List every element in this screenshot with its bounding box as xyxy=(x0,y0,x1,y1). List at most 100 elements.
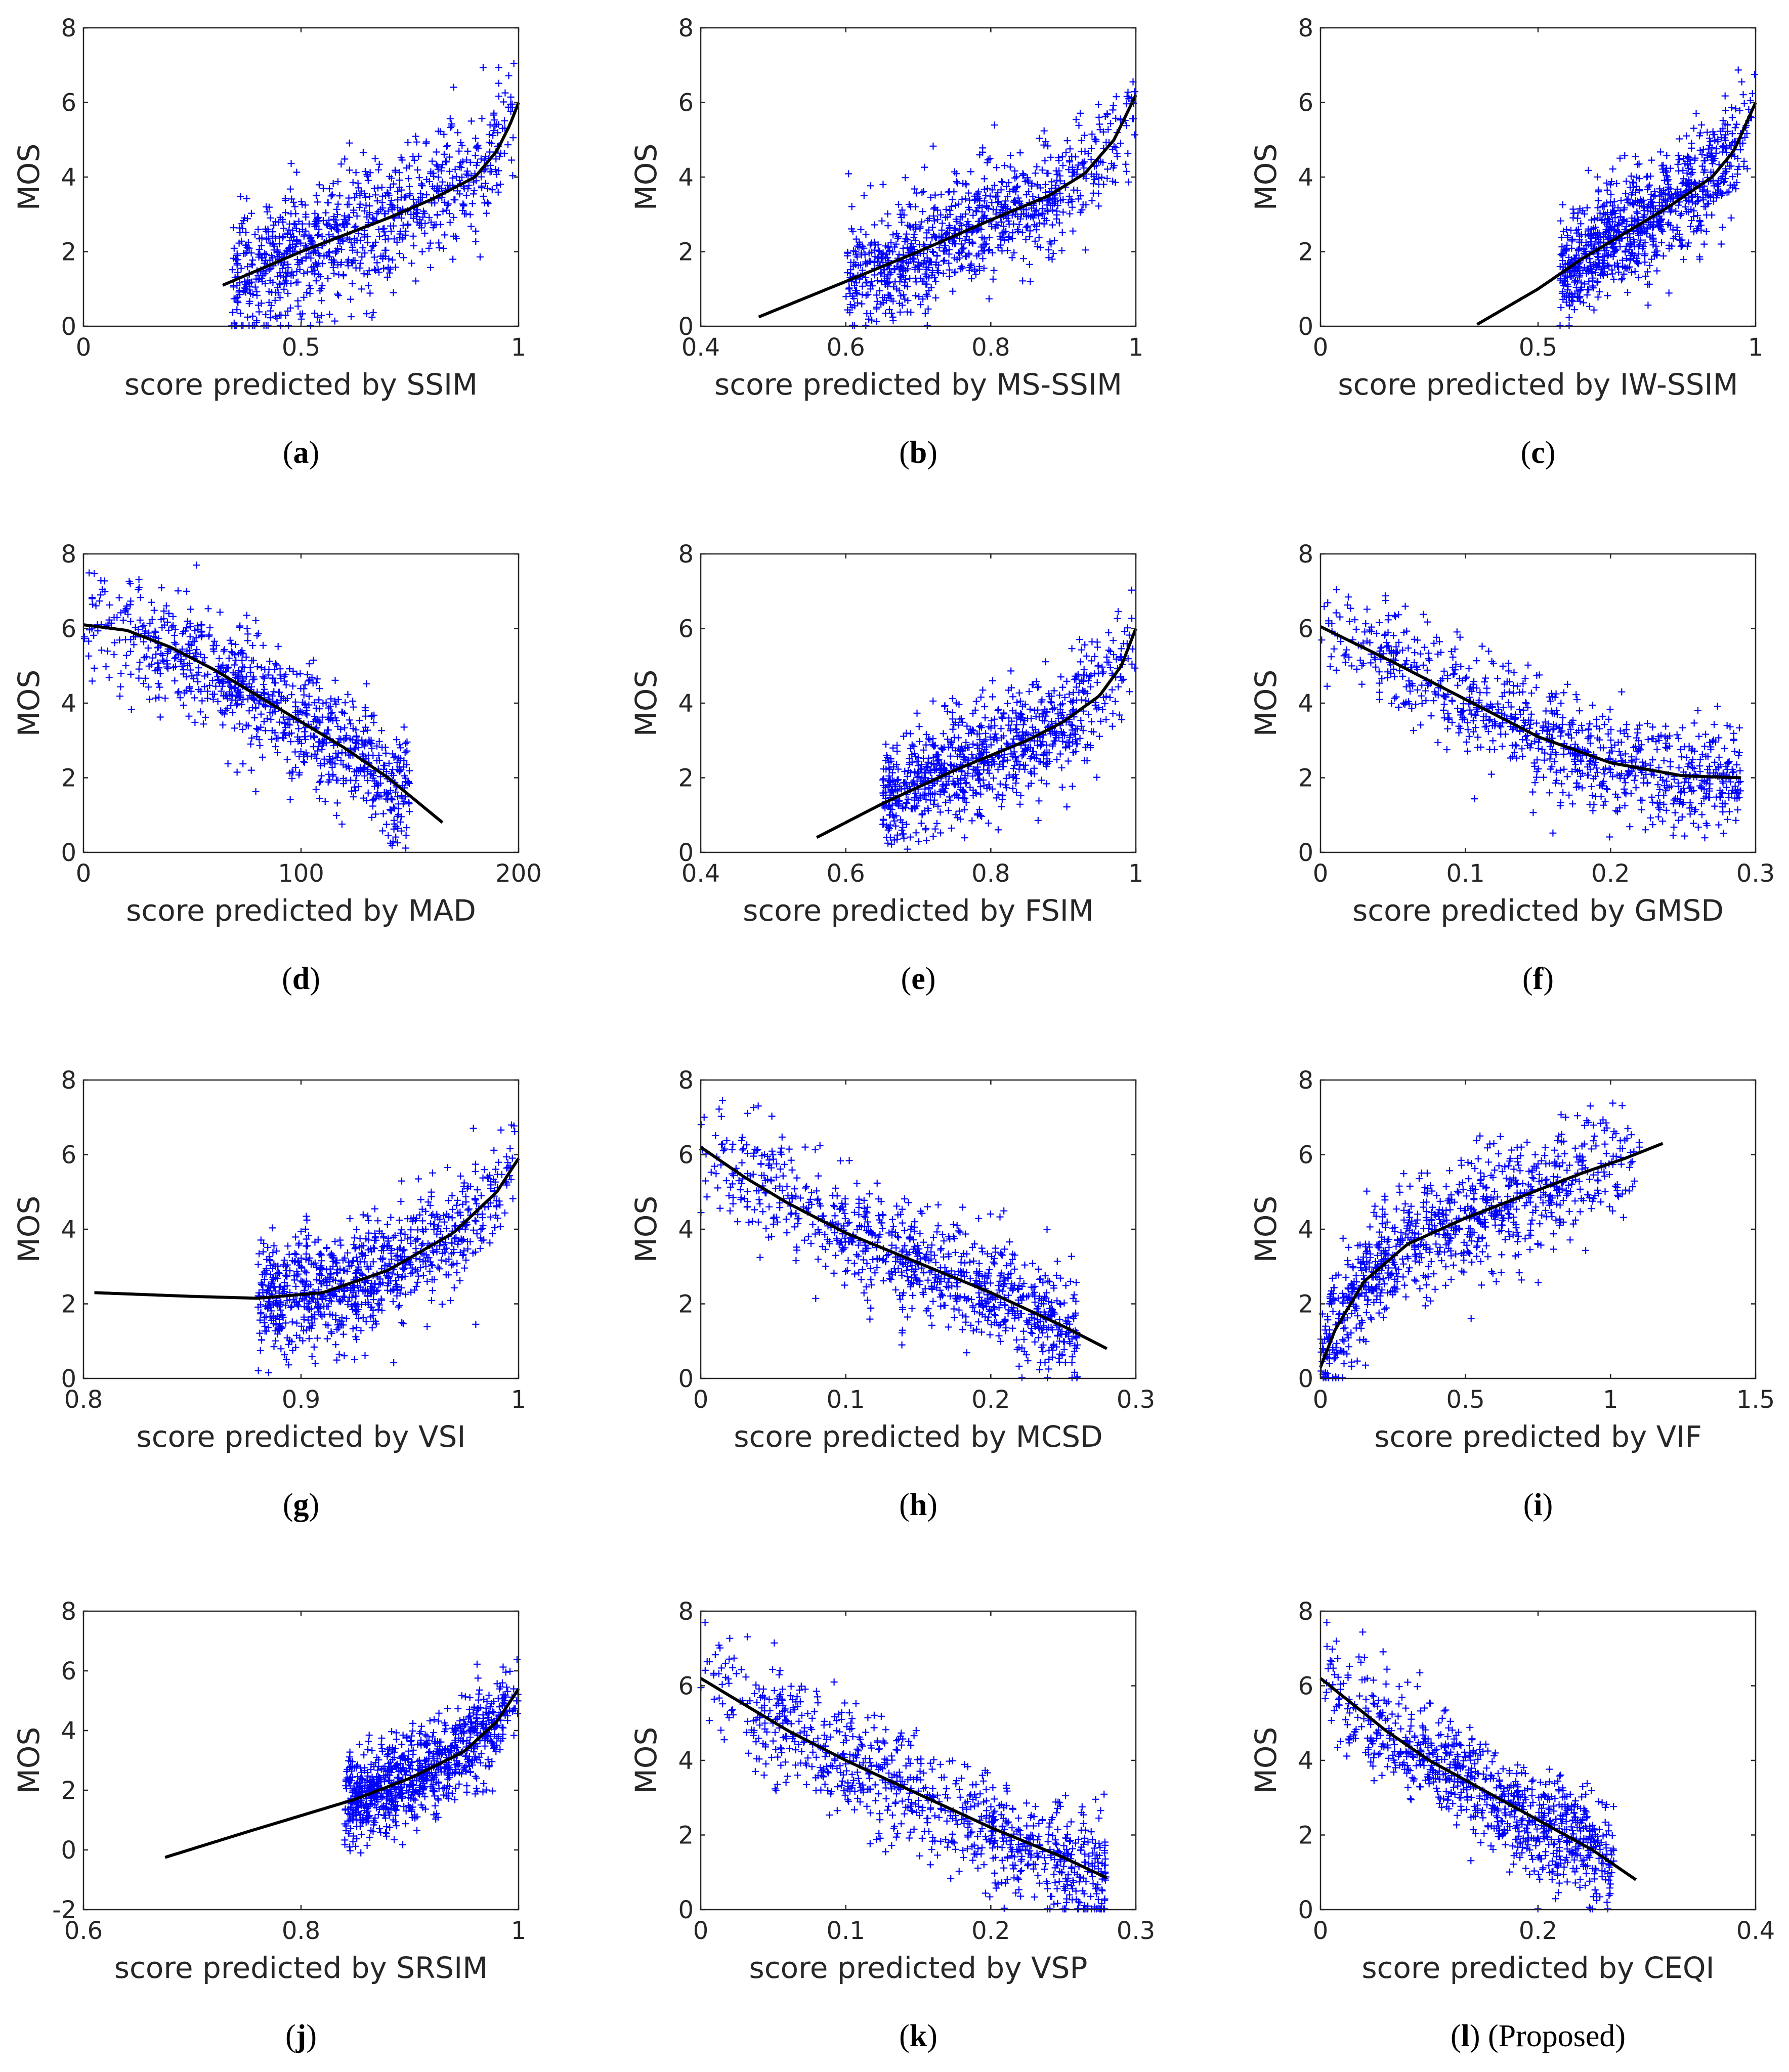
scatter-point xyxy=(438,164,446,171)
scatter-point xyxy=(248,261,255,268)
scatter-point xyxy=(248,261,256,269)
scatter-point xyxy=(241,278,248,285)
scatter-point xyxy=(492,155,500,163)
scatter-point xyxy=(375,160,383,168)
scatter-point xyxy=(249,291,257,298)
scatter-point xyxy=(371,155,379,162)
scatter-point xyxy=(478,115,486,122)
scatter-point xyxy=(430,172,438,180)
scatter-point xyxy=(247,209,255,217)
y-tick-label: 0 xyxy=(61,313,76,341)
y-tick-label: 4 xyxy=(678,163,694,192)
scatter-point xyxy=(277,272,284,280)
scatter-point xyxy=(366,289,374,297)
scatter-point xyxy=(436,244,443,251)
y-axis-label: MOS xyxy=(12,144,46,211)
x-tick-label: 1 xyxy=(1128,333,1144,362)
scatter-point xyxy=(258,234,266,242)
scatter-point xyxy=(495,79,502,87)
scatter-point xyxy=(293,225,300,232)
scatter-point xyxy=(394,196,402,204)
scatter-point xyxy=(292,210,300,218)
scatter-point xyxy=(318,297,325,305)
scatter-point xyxy=(476,253,484,261)
scatter-point xyxy=(288,268,295,276)
scatter-point xyxy=(265,288,273,295)
scatter-point xyxy=(358,253,366,261)
scatter-point xyxy=(287,231,294,238)
scatter-point xyxy=(302,227,310,235)
scatter-point xyxy=(480,193,487,200)
scatter-point xyxy=(281,195,289,202)
scatter-point xyxy=(254,301,262,309)
subplot-caption: (c) xyxy=(1521,436,1556,470)
scatter-point xyxy=(493,170,500,178)
scatter-point xyxy=(327,192,335,200)
scatter-point xyxy=(447,124,454,131)
scatter-point xyxy=(446,182,454,190)
y-tick-label: 2 xyxy=(61,238,76,267)
scatter-point xyxy=(305,250,313,257)
scatter-point xyxy=(246,279,253,286)
scatter-point xyxy=(255,308,263,316)
scatter-point xyxy=(490,127,498,135)
scatter-point xyxy=(287,160,295,167)
scatter-point xyxy=(269,232,276,240)
scatter-point xyxy=(290,198,297,206)
scatter-point xyxy=(454,129,461,137)
scatter-point xyxy=(422,140,430,147)
scatter-point xyxy=(491,122,499,130)
x-axis-label: score predicted by MAD xyxy=(126,893,476,928)
scatter-point xyxy=(233,297,241,305)
scatter-point xyxy=(459,207,466,214)
scatter-point xyxy=(369,214,376,222)
scatter-point xyxy=(443,158,450,166)
scatter-point xyxy=(462,210,470,218)
scatter-point xyxy=(332,249,339,257)
scatter-point xyxy=(307,237,315,245)
scatter-point xyxy=(437,128,444,136)
y-tick-label: 6 xyxy=(61,89,76,117)
scatter-point xyxy=(293,268,301,275)
scatter-point xyxy=(385,207,392,215)
scatter-point xyxy=(346,139,353,147)
scatter-point xyxy=(270,240,277,248)
x-axis-label: score predicted by SSIM xyxy=(124,367,478,402)
scatter-point xyxy=(349,280,356,287)
y-tick-label: 8 xyxy=(678,540,694,569)
x-tick-label: 0.5 xyxy=(1519,333,1557,362)
scatter-point xyxy=(311,310,318,317)
scatter-point xyxy=(316,252,324,260)
scatter-point xyxy=(396,250,403,257)
scatter-point xyxy=(446,210,453,218)
scatter-point xyxy=(284,308,291,315)
scatter-point xyxy=(316,318,323,326)
scatter-point xyxy=(386,269,394,277)
scatter-point xyxy=(379,255,387,263)
scatter-point xyxy=(379,192,386,200)
scatter-point xyxy=(299,226,306,233)
y-tick-label: 0 xyxy=(1298,313,1313,341)
scatter-point xyxy=(326,223,334,230)
scatter-point xyxy=(398,156,406,164)
scatter-point xyxy=(303,289,311,296)
scatter-point xyxy=(261,270,269,278)
scatter-point xyxy=(446,219,454,226)
scatter-point xyxy=(450,213,457,221)
scatter-point xyxy=(279,218,287,226)
scatter-point xyxy=(232,294,240,302)
scatter-point xyxy=(488,186,496,194)
scatter-point xyxy=(468,200,476,207)
scatter-point xyxy=(389,256,396,264)
scatter-point xyxy=(494,188,502,196)
scatter-point xyxy=(384,190,392,197)
scatter-point xyxy=(312,277,320,285)
scatter-point xyxy=(263,322,270,329)
scatter-point xyxy=(335,292,343,299)
scatter-point xyxy=(490,111,497,119)
scatter-point xyxy=(267,307,274,315)
scatter-point xyxy=(373,259,381,267)
scatter-point xyxy=(286,220,293,228)
scatter-point xyxy=(478,184,486,192)
scatter-point xyxy=(472,227,480,235)
